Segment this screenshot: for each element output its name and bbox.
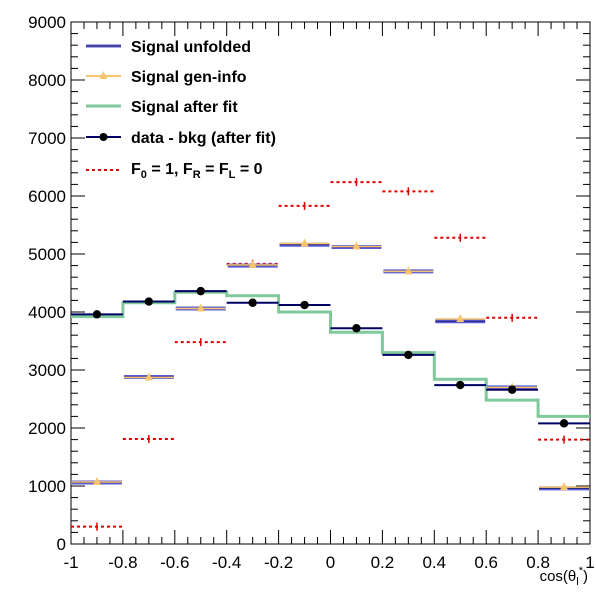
- x-tick-label: -1: [63, 553, 78, 572]
- legend-label-signal-after-fit: Signal after fit: [131, 99, 238, 116]
- f0-bin: [330, 178, 383, 187]
- gen-info-triangle-marker: [92, 476, 101, 485]
- data-point-marker: [404, 350, 413, 360]
- x-tick-label: 0.6: [474, 553, 498, 572]
- gen-info-triangle-marker: [352, 241, 361, 250]
- legend: Signal unfolded Signal gen-info Signal a…: [86, 39, 276, 181]
- data-point-marker: [300, 300, 309, 310]
- axis-ticks: [70, 21, 591, 545]
- x-tick-label: 0.8: [526, 553, 550, 572]
- data-point-marker: [92, 310, 102, 319]
- data-point-marker: [507, 385, 517, 394]
- y-tick-label: 9000: [28, 13, 66, 32]
- f0-bin: [278, 201, 331, 210]
- f0-bin: [174, 338, 227, 347]
- tick-labels: -1 -0.8 -0.6 -0.4 -0.2 0 0.2 0.4 0.6 0.8 1 0 1000 200…: [28, 13, 595, 572]
- gen-info-triangle-marker: [248, 260, 257, 269]
- x-tick-label: -0.2: [264, 553, 293, 572]
- legend-entry-data-minus-bkg: data - bkg (after fit): [86, 130, 276, 147]
- y-tick-label: 3000: [28, 361, 66, 380]
- f0-bin: [538, 435, 590, 444]
- legend-entry-signal-unfolded: Signal unfolded: [86, 39, 251, 56]
- f0-bin: [486, 313, 539, 322]
- x-axis-title: cos(θl*): [540, 565, 588, 588]
- y-tick-label: 1000: [28, 477, 66, 496]
- gen-info-triangle-marker: [404, 266, 413, 275]
- legend-label-data-minus-bkg: data - bkg (after fit): [131, 130, 276, 147]
- f0-bin: [382, 187, 435, 196]
- legend-marker-triangle-icon: [99, 71, 108, 79]
- gen-info-triangle-marker: [456, 313, 465, 322]
- data-point-marker: [456, 380, 465, 390]
- y-tick-label: 7000: [28, 129, 66, 148]
- x-tick-label: -0.8: [108, 553, 137, 572]
- f0-bin: [434, 233, 487, 242]
- gen-info-triangle-marker: [144, 372, 153, 381]
- gen-info-triangle-marker: [196, 303, 205, 312]
- f0-bin: [122, 435, 175, 444]
- x-tick-label: 0.4: [422, 553, 446, 572]
- y-tick-label: 4000: [28, 303, 66, 322]
- data-point-marker: [248, 298, 257, 307]
- y-tick-label: 8000: [28, 71, 66, 90]
- data-point-marker: [559, 419, 569, 428]
- f0-bin: [71, 522, 123, 531]
- y-tick-label: 5000: [28, 245, 66, 264]
- y-tick-label: 0: [57, 535, 66, 554]
- series-signal-after-fit-line: [71, 290, 590, 418]
- x-tick-label: 0.2: [371, 553, 395, 572]
- x-tick-label: -0.6: [160, 553, 189, 572]
- data-point-marker: [144, 297, 154, 306]
- y-tick-label: 6000: [28, 187, 66, 206]
- legend-label-f0-hypothesis: F0 = 1, FR = FL = 0: [131, 161, 263, 181]
- x-tick-label: -0.4: [212, 553, 241, 572]
- y-tick-label: 2000: [28, 419, 66, 438]
- gen-info-triangle-marker: [560, 482, 569, 491]
- legend-label-signal-gen-info: Signal gen-info: [131, 69, 247, 86]
- gen-info-triangle-marker: [300, 238, 309, 247]
- data-point-marker: [352, 324, 361, 333]
- x-tick-label: 0: [326, 553, 335, 572]
- legend-entry-signal-after-fit: Signal after fit: [86, 99, 238, 116]
- x-tick-label: 1: [585, 553, 594, 572]
- legend-entry-signal-gen-info: Signal gen-info: [86, 69, 247, 86]
- legend-entry-f0-hypothesis: F0 = 1, FR = FL = 0: [86, 161, 263, 181]
- series-layer: [71, 178, 590, 531]
- legend-label-signal-unfolded: Signal unfolded: [131, 39, 251, 56]
- legend-marker-circle-icon: [99, 133, 108, 141]
- data-point-marker: [196, 286, 205, 296]
